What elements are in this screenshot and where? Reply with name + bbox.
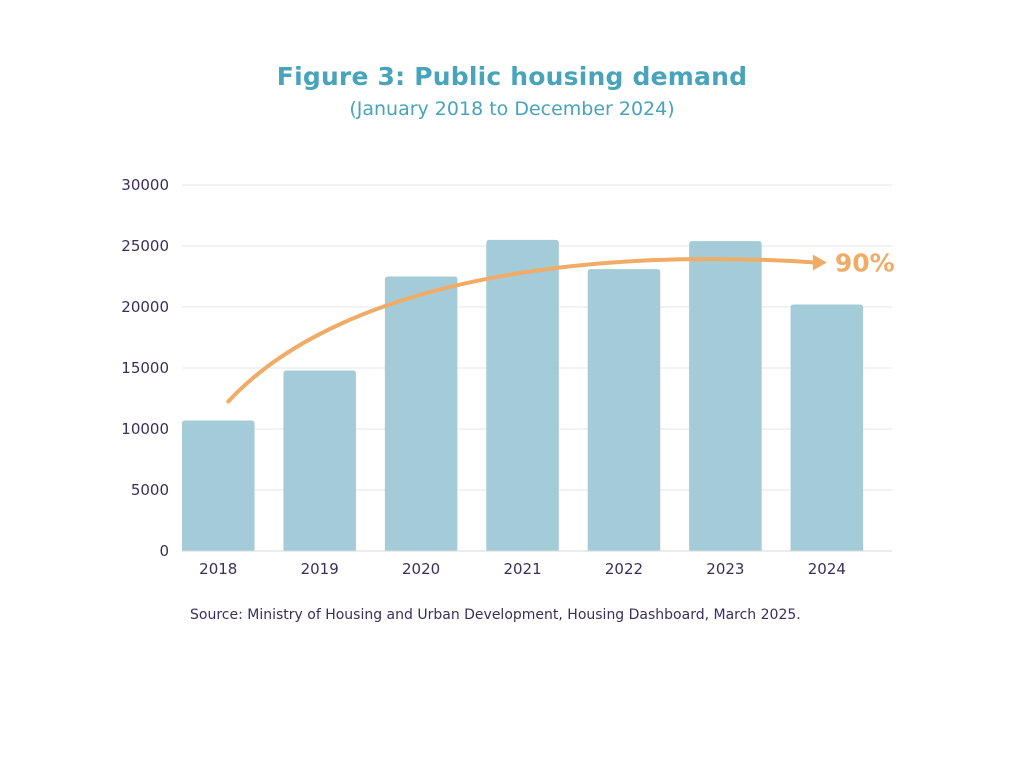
source-note: Source: Ministry of Housing and Urban De… [190, 607, 801, 623]
y-tick-label: 10000 [121, 420, 169, 438]
y-tick-label: 20000 [121, 298, 169, 316]
trend-arrow-head [812, 254, 827, 271]
y-axis-ticks: 0 5000 10000 15000 20000 25000 30000 [121, 176, 169, 560]
x-tick-label: 2021 [503, 560, 541, 578]
x-tick-label: 2020 [402, 560, 440, 578]
x-axis-ticks: 2018 2019 2020 2021 2022 2023 2024 [199, 560, 846, 578]
x-tick-label: 2019 [301, 560, 339, 578]
bar-2020 [384, 276, 458, 551]
x-tick-label: 2018 [199, 560, 237, 578]
bar-2019 [283, 370, 356, 551]
y-tick-label: 0 [159, 542, 169, 560]
bar-2021 [486, 239, 559, 551]
x-tick-label: 2024 [808, 560, 846, 578]
bar-2023 [689, 241, 762, 551]
y-tick-label: 30000 [121, 176, 169, 194]
bar-2024 [790, 304, 864, 551]
x-tick-label: 2022 [605, 560, 643, 578]
bars [182, 239, 864, 551]
y-tick-label: 25000 [121, 237, 169, 255]
bar-2018 [182, 420, 255, 551]
y-tick-label: 5000 [131, 481, 169, 499]
trend-arrow-line [226, 256, 817, 404]
chart-title: Figure 3: Public housing demand [276, 62, 748, 91]
chart-subtitle: (January 2018 to December 2024) [349, 98, 675, 120]
trend-annotation: 90% [226, 248, 895, 404]
bar-2022 [587, 269, 661, 551]
x-tick-label: 2023 [706, 560, 744, 578]
y-tick-label: 15000 [121, 359, 169, 377]
growth-percentage-label: 90% [835, 248, 895, 277]
